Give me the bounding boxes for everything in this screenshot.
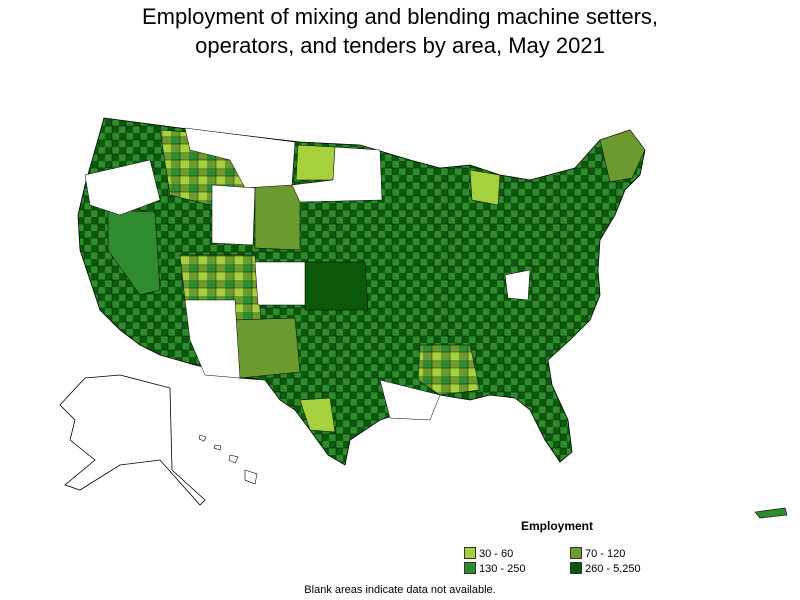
legend-swatch (570, 547, 582, 559)
alaska (59, 374, 206, 506)
legend-item-30-60: 30 - 60 (464, 547, 513, 560)
legend-item-260-5250: 260 - 5,250 (570, 562, 641, 575)
legend-swatch (464, 547, 476, 559)
region-south-light (417, 344, 481, 396)
blank-appalachia (504, 269, 531, 301)
hawaii (198, 434, 258, 485)
legend-label: 130 - 250 (479, 563, 526, 575)
region-plains-olive (254, 184, 301, 251)
map-title-line1: Employment of mixing and blending machin… (141, 4, 659, 29)
map-title-line2: operators, and tenders by area, May 2021 (195, 33, 605, 58)
blank-new-mexico (184, 299, 241, 379)
region-michigan-light (469, 169, 501, 206)
legend-label: 70 - 120 (585, 548, 626, 560)
blank-dakotas (291, 146, 383, 203)
region-northeast-olive (599, 129, 646, 183)
region-texas-west-light (299, 397, 336, 433)
region-nevada-green (107, 209, 161, 296)
legend-title: Employment (521, 519, 594, 533)
puerto-rico (754, 507, 788, 519)
map-title: Employment of mixing and blending machin… (0, 2, 800, 60)
blank-wyoming (211, 184, 256, 246)
legend-item-130-250: 130 - 250 (464, 562, 525, 575)
data-note: Blank areas indicate data not available. (304, 584, 496, 596)
legend-swatch (570, 562, 582, 574)
region-kansas-dark (304, 261, 369, 311)
region-montana-light (295, 144, 336, 181)
legend-label: 30 - 60 (479, 548, 514, 560)
legend-swatch (464, 562, 476, 574)
blank-colorado (254, 261, 306, 306)
legend-label: 260 - 5,250 (585, 563, 641, 575)
legend-item-70-120: 70 - 120 (570, 547, 625, 560)
blank-gulf (379, 379, 441, 421)
blank-oregon (84, 159, 161, 216)
region-southwest-olive (234, 317, 301, 379)
